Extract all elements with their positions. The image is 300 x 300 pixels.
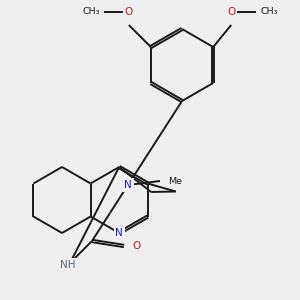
Text: CH₃: CH₃ bbox=[82, 8, 100, 16]
Text: CH₃: CH₃ bbox=[260, 8, 278, 16]
Text: Me: Me bbox=[168, 176, 182, 185]
Text: N: N bbox=[115, 228, 123, 238]
Text: O: O bbox=[227, 7, 235, 17]
Text: NH: NH bbox=[60, 260, 76, 270]
Text: O: O bbox=[125, 7, 133, 17]
Text: N: N bbox=[124, 180, 132, 190]
Text: O: O bbox=[132, 241, 140, 251]
